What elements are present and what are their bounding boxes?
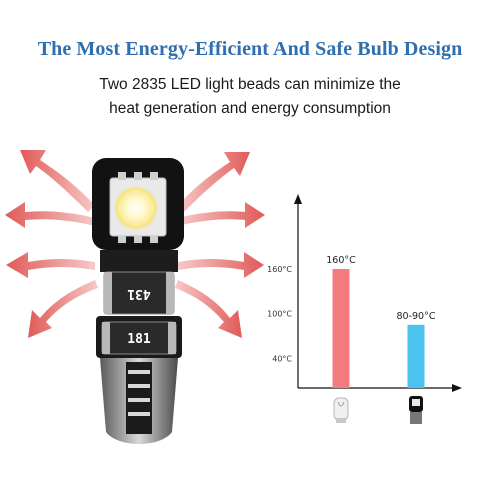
chip-terminal xyxy=(166,272,174,314)
heat-arrow-icon xyxy=(175,280,242,338)
heat-arrow-icon xyxy=(20,150,95,212)
page-title: The Most Energy-Efficient And Safe Bulb … xyxy=(37,38,463,60)
led-pad xyxy=(134,236,142,243)
chip-terminal xyxy=(102,322,110,354)
bar-value-label: 80-90°C xyxy=(397,311,436,322)
x-axis-arrow-icon xyxy=(452,384,462,392)
led-bulb: 431 181 xyxy=(92,158,184,444)
base-ridges xyxy=(128,370,150,416)
heat-arrow-icon xyxy=(5,202,95,228)
subtitle-line-1: Two 2835 LED light beads can minimize th… xyxy=(99,76,401,93)
chip-bottom-label: 181 xyxy=(127,332,151,347)
y-tick-label: 100°C xyxy=(267,310,292,319)
chip-top-label: 431 xyxy=(127,286,151,301)
heat-arrow-icon xyxy=(178,152,250,212)
heat-arrow-icon xyxy=(6,252,95,278)
bars: 160°C 80-90°C xyxy=(326,255,436,388)
bar-value-label: 160°C xyxy=(326,255,356,266)
page-subtitle: Two 2835 LED light beads can minimize th… xyxy=(0,73,500,121)
incandescent-bulb-icon xyxy=(333,397,349,423)
bulb-neck xyxy=(100,250,178,272)
bar xyxy=(407,324,425,388)
led-pad xyxy=(118,236,126,243)
bar xyxy=(332,269,350,388)
chip-terminal xyxy=(168,322,176,354)
y-axis-arrow-icon xyxy=(294,194,302,204)
led-pad xyxy=(150,172,158,180)
heat-arrow-icon xyxy=(178,252,264,278)
chip-terminal xyxy=(104,272,112,314)
subtitle-line-2: heat generation and energy consumption xyxy=(109,100,391,117)
led-bulb-icon xyxy=(409,396,423,424)
heat-arrow-icon xyxy=(178,202,265,228)
y-tick-label: 40°C xyxy=(272,354,292,363)
led-pad xyxy=(118,172,126,180)
led-glow xyxy=(115,187,157,229)
led-pad xyxy=(134,172,142,180)
led-pad xyxy=(150,236,158,243)
y-tick-label: 160°C xyxy=(267,265,292,274)
temperature-chart: 160°C 100°C 40°C 160°C 80-90°C xyxy=(267,194,462,424)
y-ticks: 160°C 100°C 40°C xyxy=(267,265,292,363)
heat-arrow-icon xyxy=(28,280,98,338)
heat-arrows-left xyxy=(5,150,98,338)
heat-arrows-right xyxy=(175,152,265,338)
